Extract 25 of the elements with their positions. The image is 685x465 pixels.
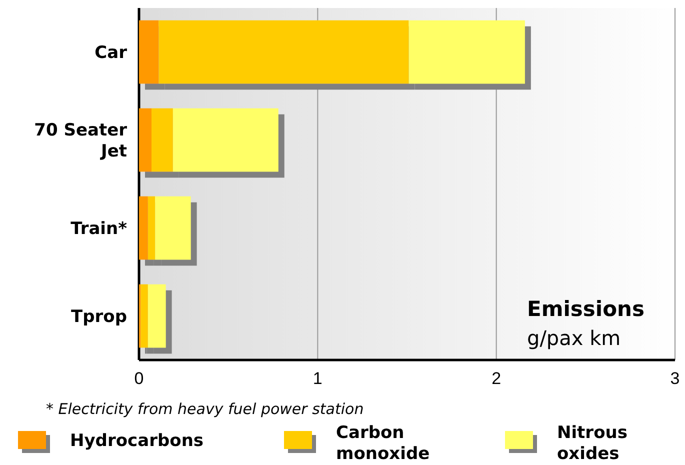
x-tick-label: 1 — [312, 369, 322, 388]
bar — [408, 20, 525, 84]
text: Emissions — [527, 297, 644, 321]
legend-label: Nitrous oxides — [557, 423, 628, 464]
legend-label: Carbon monoxide — [336, 423, 430, 464]
x-tick-label: 0 — [134, 369, 144, 388]
bar — [139, 196, 148, 260]
bar — [139, 108, 152, 172]
y-tick-label: Car — [94, 43, 128, 63]
bar — [148, 196, 156, 260]
x-tick-label: 3 — [670, 369, 680, 388]
bar — [172, 108, 278, 172]
y-tick-label: Tprop — [71, 307, 127, 327]
legend-label: Hydrocarbons — [70, 431, 204, 451]
text: g/pax km — [527, 326, 621, 350]
bar — [139, 20, 159, 84]
y-tick-label: 70 Seater Jet — [34, 120, 128, 162]
y-tick-label: Train* — [70, 219, 128, 239]
text: * Electricity from heavy fuel power station — [46, 400, 364, 418]
x-tick-label: 2 — [492, 369, 502, 388]
bar — [152, 108, 173, 172]
bar — [155, 196, 191, 260]
bar — [148, 284, 166, 348]
bar — [140, 284, 148, 348]
bar — [158, 20, 409, 84]
